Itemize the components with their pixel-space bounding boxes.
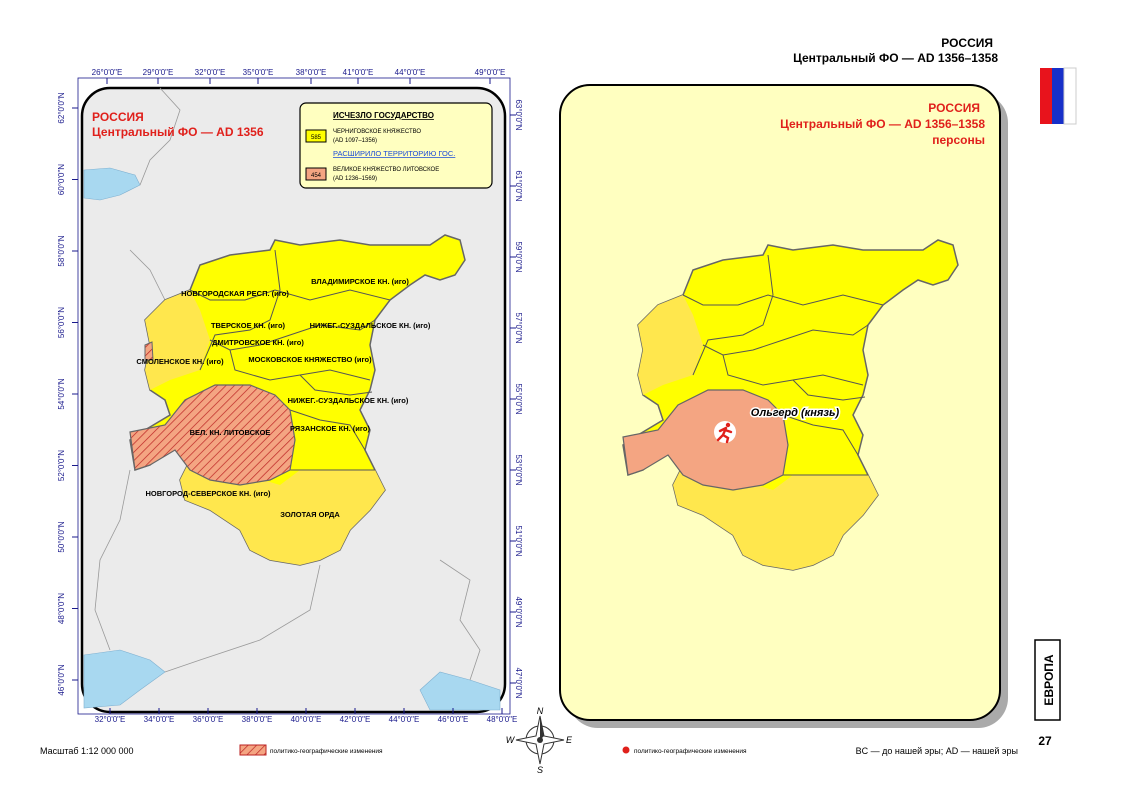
- bottom-axis-label: 48°0'0"E: [487, 715, 518, 724]
- region-label: ТВЕРСКОЕ КН. (иго): [211, 321, 286, 330]
- legend-item: ЧЕРНИГОВСКОЕ КНЯЖЕСТВО: [333, 129, 421, 135]
- left-axis-label: 46°0'0"N: [57, 664, 66, 695]
- left-axis-label: 52°0'0"N: [57, 450, 66, 481]
- region-label: ВЛАДИМИРСКОЕ КН. (иго): [311, 277, 409, 286]
- top-axis-label: 32°0'0"E: [195, 68, 226, 77]
- right-axis-label: 57°0'0"N: [514, 312, 523, 343]
- era-note: BC — до нашей эры; AD — нашей эры: [856, 746, 1018, 756]
- hatch-legend: политико-географические изменения: [270, 748, 383, 755]
- legend-swatch: [305, 167, 327, 181]
- top-axis-label: 49°0'0"E: [475, 68, 506, 77]
- right-axis-label: 63°0'0"N: [514, 99, 523, 130]
- legend-swatch: [305, 129, 327, 143]
- right-axis-label: 49°0'0"N: [514, 596, 523, 627]
- right-map-subtitle: Центральный ФО — AD 1356–1358: [780, 117, 985, 131]
- right-axis-label: 59°0'0"N: [514, 241, 523, 272]
- compass-w: W: [506, 735, 516, 745]
- compass-e: E: [566, 735, 573, 745]
- section-box: [1034, 639, 1061, 721]
- region-label: РЯЗАНСКОЕ КН. (иго): [290, 424, 371, 433]
- right-map-note: персоны: [932, 133, 985, 147]
- left-axis-label: 62°0'0"N: [57, 92, 66, 123]
- region-label: НИЖЕГ.-СУЗДАЛЬСКОЕ КН. (иго): [288, 396, 409, 405]
- region-label: МОСКОВСКОЕ КНЯЖЕСТВО (иго): [248, 355, 372, 364]
- bottom-axis-label: 38°0'0"E: [242, 715, 273, 724]
- left-axis-label: 48°0'0"N: [57, 593, 66, 624]
- graticule-frame: [77, 77, 511, 715]
- region-label: НИЖЕГ.-СУЗДАЛЬСКОЕ КН. (иго): [310, 321, 431, 330]
- page-country: РОССИЯ: [941, 36, 993, 50]
- compass: N E S W: [506, 706, 573, 775]
- right-axis-label: 61°0'0"N: [514, 170, 523, 201]
- dot-swatch: [622, 746, 630, 754]
- flag: [1040, 67, 1077, 125]
- region-label: ЗОЛОТАЯ ОРДА: [280, 510, 340, 519]
- lithuania: [622, 389, 789, 491]
- person-icon: [714, 421, 736, 444]
- water: [83, 167, 501, 711]
- top-axis-label: 44°0'0"E: [395, 68, 426, 77]
- left-axis-label: 56°0'0"N: [57, 307, 66, 338]
- lithuania-hatched-small: [144, 341, 154, 361]
- right-axis-label: 53°0'0"N: [514, 454, 523, 485]
- left-axis-label: 60°0'0"N: [57, 164, 66, 195]
- legend-dates: (AD 1236–1569): [333, 176, 377, 182]
- lithuania-hatched: [129, 384, 296, 486]
- page-subtitle: Центральный ФО — AD 1356–1358: [793, 51, 998, 65]
- top-axis-label: 29°0'0"E: [143, 68, 174, 77]
- legend-heading: ИСЧЕЗЛО ГОСУДАРСТВО: [333, 111, 434, 120]
- page-number: 27: [1038, 734, 1052, 748]
- person-label: Ольгерд (князь): [751, 407, 840, 419]
- legend-badge: 454: [311, 173, 322, 179]
- top-axis-label: 41°0'0"E: [343, 68, 374, 77]
- left-map-subtitle: Центральный ФО — AD 1356: [92, 125, 264, 139]
- left-axis-label: 58°0'0"N: [57, 235, 66, 266]
- region-label: СМОЛЕНСКОЕ КН. (иго): [136, 357, 224, 366]
- legend-dates: (AD 1097–1356): [333, 138, 377, 144]
- left-map-title: РОССИЯ: [92, 110, 144, 124]
- hatch-swatch: [239, 744, 267, 756]
- left-axis-label: 54°0'0"N: [57, 378, 66, 409]
- compass-n: N: [537, 706, 544, 716]
- bottom-axis-label: 32°0'0"E: [95, 715, 126, 724]
- compass-s: S: [537, 765, 543, 775]
- right-map-title: РОССИЯ: [928, 101, 980, 115]
- region-label: НОВГОРОД-СЕВЕРСКОЕ КН. (иго): [145, 489, 271, 498]
- bottom-axis-label: 46°0'0"E: [438, 715, 469, 724]
- legend-heading: РАСШИРИЛО ТЕРРИТОРИЮ ГОС.: [333, 149, 455, 158]
- legend-badge: 585: [311, 135, 322, 141]
- legend: ИСЧЕЗЛО ГОСУДАРСТВО 585 ЧЕРНИГОВСКОЕ КНЯ…: [299, 102, 493, 189]
- right-axis-label: 47°0'0"N: [514, 667, 523, 698]
- top-axis-label: 35°0'0"E: [243, 68, 274, 77]
- scale: Масштаб 1:12 000 000: [40, 746, 134, 756]
- region-label: ВЕЛ. КН. ЛИТОВСКОЕ: [190, 428, 271, 437]
- right-axis-label: 51°0'0"N: [514, 525, 523, 556]
- region-label: НОВГОРОДСКАЯ РЕСП. (иго): [181, 289, 289, 298]
- dot-legend: политико-географические изменения: [634, 748, 747, 755]
- region-label: ДМИТРОВСКОЕ КН. (иго): [212, 338, 304, 347]
- top-axis-label: 26°0'0"E: [92, 68, 123, 77]
- top-axis-label: 38°0'0"E: [296, 68, 327, 77]
- right-axis-label: 55°0'0"N: [514, 383, 523, 414]
- country-borders: [94, 87, 481, 681]
- bottom-axis-label: 36°0'0"E: [193, 715, 224, 724]
- section-label: ЕВРОПА: [1042, 654, 1056, 705]
- legend-item: ВЕЛИКОЕ КНЯЖЕСТВО ЛИТОВСКОЕ: [333, 167, 439, 173]
- left-axis-label: 50°0'0"N: [57, 521, 66, 552]
- bottom-axis-label: 34°0'0"E: [144, 715, 175, 724]
- bottom-axis-label: 42°0'0"E: [340, 715, 371, 724]
- bottom-axis-label: 44°0'0"E: [389, 715, 420, 724]
- bottom-axis-label: 40°0'0"E: [291, 715, 322, 724]
